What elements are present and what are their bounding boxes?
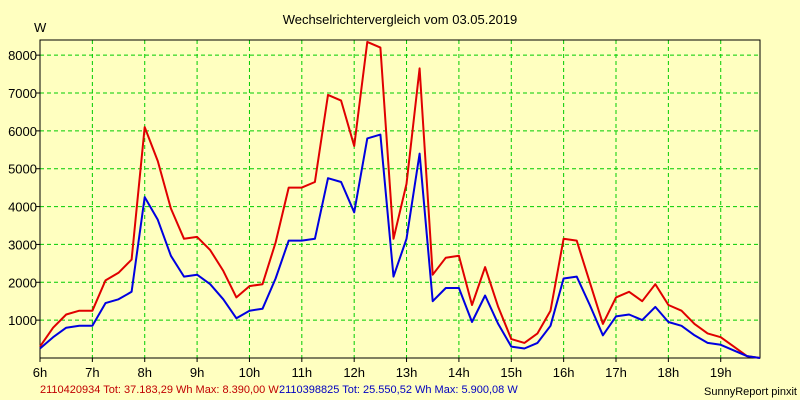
x-tick-labels: 6h 7h 8h 9h 10h 11h 12h 13h 14h 15h 16h 17h 18h 19h — [33, 365, 732, 380]
y-tick-labels: 1000 2000 3000 4000 5000 6000 7000 8000 — [8, 48, 37, 328]
x-tick-label: 6h — [33, 365, 47, 380]
x-tick-label: 9h — [190, 365, 204, 380]
y-tick-label: 8000 — [8, 48, 37, 63]
y-tick-label: 7000 — [8, 86, 37, 101]
x-tick-label: 16h — [553, 365, 575, 380]
axes-layer — [36, 39, 761, 362]
y-tick-label: 2000 — [8, 275, 37, 290]
y-tick-label: 6000 — [8, 124, 37, 139]
x-tick-label: 19h — [710, 365, 732, 380]
footer-series2-stats: 2110398825 Tot: 25.550,52 Wh Max: 5.900,… — [279, 384, 518, 396]
y-tick-label: 3000 — [8, 237, 37, 252]
y-tick-label: 4000 — [8, 200, 37, 215]
series-line-2110420934 — [39, 40, 761, 359]
plot-border — [39, 39, 761, 359]
x-tick-label: 14h — [448, 365, 470, 380]
series-layer — [39, 40, 761, 359]
y-axis-label: W — [34, 20, 47, 35]
footer-series1-stats: 2110420934 Tot: 37.183,29 Wh Max: 8.390,… — [40, 384, 279, 396]
series-line-2110398825 — [39, 133, 761, 359]
x-tick-label: 12h — [343, 365, 365, 380]
x-tick-label: 13h — [396, 365, 418, 380]
footer-credit: SunnyReport pinxit — [704, 386, 797, 398]
x-tick-label: 11h — [291, 365, 312, 380]
x-tick-label: 7h — [85, 365, 99, 380]
y-tick-label: 5000 — [8, 162, 37, 177]
x-tick-label: 17h — [605, 365, 627, 380]
x-tick-label: 15h — [500, 365, 522, 380]
x-tick-label: 8h — [137, 365, 151, 380]
y-tick-label: 1000 — [8, 313, 37, 328]
x-tick-label: 10h — [239, 365, 261, 380]
x-tick-label: 18h — [658, 365, 680, 380]
chart-title: Wechselrichtervergleich vom 03.05.2019 — [283, 12, 518, 27]
